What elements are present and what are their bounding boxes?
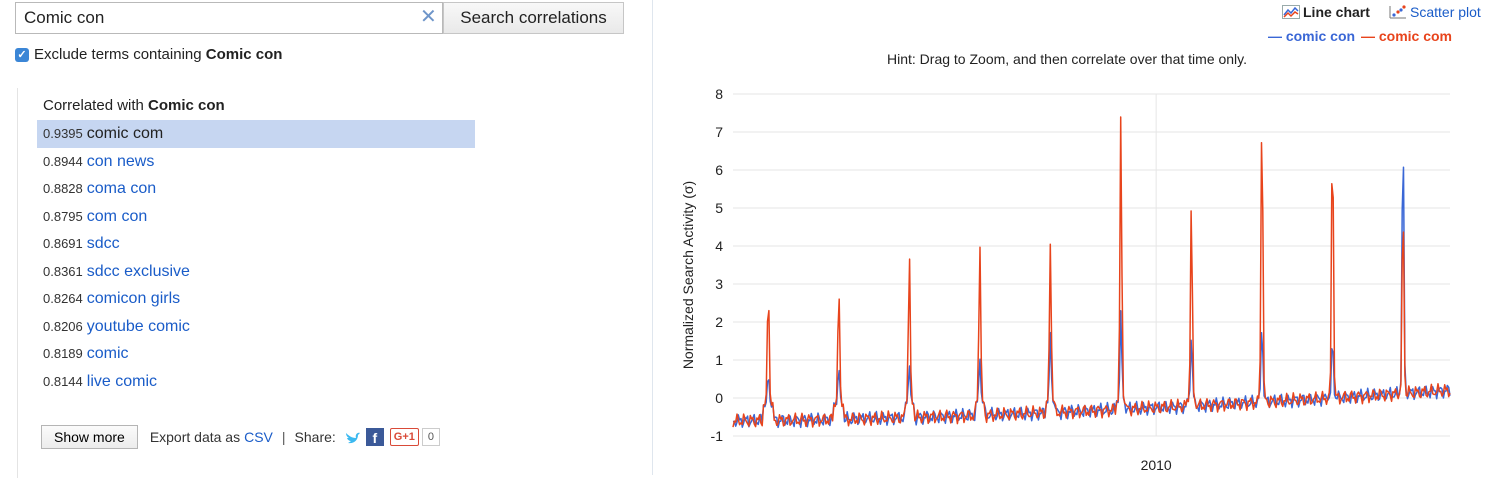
line-chart-icon xyxy=(1282,5,1300,19)
legend-comic-con: — comic con xyxy=(1267,28,1356,44)
chart-hint: Hint: Drag to Zoom, and then correlate o… xyxy=(887,51,1248,67)
result-term-link[interactable]: live comic xyxy=(86,372,157,390)
results-list: 0.9395 comic com 0.8944 con news 0.8828 coma … xyxy=(37,120,475,395)
exclude-label-term: Comic con xyxy=(205,46,283,63)
panel-divider xyxy=(652,0,653,475)
result-term-link[interactable]: comicon girls xyxy=(86,290,181,307)
result-item[interactable]: 0.8691 sdcc xyxy=(37,230,475,258)
exclude-terms-row[interactable]: ✓ Exclude terms containing Comic con xyxy=(15,46,282,63)
chart-series xyxy=(732,116,1451,429)
line-chart-toggle[interactable]: Line chart xyxy=(1282,4,1370,20)
google-plus-count: 0 xyxy=(421,428,441,446)
result-score: 0.8795 xyxy=(43,208,83,224)
result-item[interactable]: 0.8361 sdcc exclusive xyxy=(37,258,475,286)
result-term-link[interactable]: com con xyxy=(86,207,148,225)
results-title-term: Comic con xyxy=(148,97,225,114)
chart-legend: — comic con — comic com xyxy=(1268,28,1452,44)
y-tick-label: 7 xyxy=(715,124,723,140)
footer-separator: | xyxy=(281,429,286,445)
result-term-link[interactable]: sdcc exclusive xyxy=(86,262,190,280)
correlate-panel: ✕ Search correlations ✓ Exclude terms co… xyxy=(0,0,652,478)
y-tick-label: 4 xyxy=(715,238,723,254)
x-tick-label: 2010 xyxy=(1141,457,1172,473)
correlation-chart[interactable]: 8 7 6 5 4 3 2 1 0 -1 2010 xyxy=(653,70,1453,475)
result-item[interactable]: 0.8189 comic xyxy=(37,340,475,368)
share-label: Share: xyxy=(294,429,336,445)
show-more-button[interactable]: Show more xyxy=(41,425,138,449)
y-tick-label: 5 xyxy=(715,200,723,216)
y-tick-label: 0 xyxy=(715,390,723,406)
y-tick-label: -1 xyxy=(711,428,724,444)
result-term-link[interactable]: coma con xyxy=(86,180,157,197)
result-score: 0.8828 xyxy=(43,181,83,196)
result-item[interactable]: 0.8828 coma con xyxy=(37,175,475,203)
scatter-plot-label: Scatter plot xyxy=(1410,4,1481,20)
search-input[interactable] xyxy=(15,2,443,34)
clear-search-icon[interactable]: ✕ xyxy=(420,6,437,28)
y-tick-label: 8 xyxy=(715,86,723,102)
result-item[interactable]: 0.8206 youtube comic xyxy=(37,313,475,341)
facebook-icon[interactable]: f xyxy=(365,428,384,446)
result-score: 0.8361 xyxy=(43,263,83,279)
result-score: 0.8189 xyxy=(43,346,83,361)
results-title-prefix: Correlated with xyxy=(43,97,149,114)
y-axis-ticks: 8 7 6 5 4 3 2 1 0 -1 xyxy=(711,86,724,444)
result-item[interactable]: 0.8944 con news xyxy=(37,148,475,176)
search-correlations-button[interactable]: Search correlations xyxy=(443,2,624,34)
result-score: 0.8944 xyxy=(43,153,83,169)
result-score: 0.8691 xyxy=(43,236,83,251)
series-line-comic-com xyxy=(732,116,1451,428)
y-tick-label: 1 xyxy=(715,352,723,368)
result-term-link[interactable]: youtube comic xyxy=(86,317,190,335)
twitter-icon[interactable] xyxy=(344,429,360,445)
scatter-plot-toggle[interactable]: Scatter plot xyxy=(1389,4,1481,20)
result-score: 0.8144 xyxy=(43,373,83,389)
legend-comic-com: — comic com xyxy=(1360,28,1452,44)
export-csv-link[interactable]: CSV xyxy=(244,429,273,445)
exclude-label-prefix: Exclude terms containing xyxy=(34,46,206,63)
y-tick-label: 2 xyxy=(715,314,723,330)
exclude-checkbox[interactable]: ✓ xyxy=(15,47,29,62)
result-item[interactable]: 0.9395 comic com xyxy=(37,120,475,148)
result-item[interactable]: 0.8264 comicon girls xyxy=(37,285,475,313)
results-panel: Correlated with Comic con 0.9395 comic co… xyxy=(17,88,478,478)
result-item[interactable]: 0.8144 live comic xyxy=(37,368,475,396)
google-plus-one[interactable]: G+1 0 xyxy=(389,428,441,446)
result-score: 0.9395 xyxy=(43,126,83,141)
export-label: Export data as xyxy=(149,429,241,445)
results-footer: Show more Export data as CSV | Share: f … xyxy=(41,425,441,449)
google-plus-icon[interactable]: G+1 xyxy=(389,428,419,446)
result-term-link[interactable]: con news xyxy=(86,152,155,170)
y-tick-label: 6 xyxy=(715,162,723,178)
scatter-plot-icon xyxy=(1389,5,1406,19)
results-title: Correlated with Comic con xyxy=(43,97,225,114)
result-term-link[interactable]: sdcc xyxy=(86,235,120,252)
line-chart-label: Line chart xyxy=(1303,4,1370,20)
result-score: 0.8264 xyxy=(43,291,83,306)
result-term-link[interactable]: comic xyxy=(86,345,129,362)
result-term-link[interactable]: comic com xyxy=(86,125,164,142)
y-tick-label: 3 xyxy=(715,276,723,292)
result-item[interactable]: 0.8795 com con xyxy=(37,203,475,231)
result-score: 0.8206 xyxy=(43,318,83,334)
